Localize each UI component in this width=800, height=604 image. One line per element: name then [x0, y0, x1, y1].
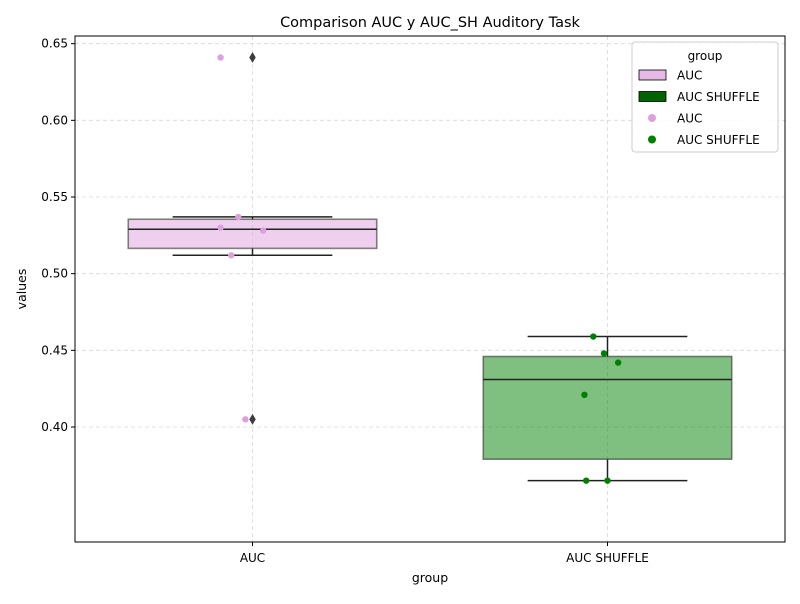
legend-title: group	[688, 49, 723, 63]
x-tick-label: AUC SHUFFLE	[566, 551, 649, 565]
y-tick-label: 0.55	[41, 190, 68, 204]
y-tick-label: 0.45	[41, 343, 68, 357]
legend-label: AUC	[677, 69, 702, 83]
legend-marker	[648, 135, 656, 144]
data-point	[228, 252, 235, 259]
x-axis: AUC AUC SHUFFLE	[240, 542, 649, 565]
data-point	[259, 227, 267, 234]
legend-swatch	[638, 69, 667, 81]
data-point	[235, 213, 242, 221]
legend-entry: AUC	[648, 112, 702, 126]
data-point	[614, 359, 622, 366]
outlier-marker	[249, 413, 256, 425]
legend-label: AUC SHUFFLE	[677, 90, 760, 104]
legend-swatch	[638, 91, 667, 102]
strip-points	[217, 54, 622, 484]
data-point	[600, 350, 608, 357]
chart-title: Comparison AUC y AUC_SH Auditory Task	[280, 15, 580, 31]
x-axis-label: group	[412, 570, 448, 585]
data-point	[581, 391, 588, 398]
legend: group AUC AUC SHUFFLE AUC AUC SHUFFLE	[631, 41, 779, 153]
y-axis: 0.40 0.45 0.50 0.55 0.60 0.65	[41, 37, 75, 434]
legend-entry: AUC SHUFFLE	[648, 133, 760, 147]
outlier-marker	[249, 51, 256, 63]
legend-marker	[648, 114, 656, 122]
legend-label: AUC SHUFFLE	[677, 133, 760, 147]
data-point	[590, 333, 597, 340]
y-tick-label: 0.65	[41, 37, 68, 51]
legend-entry: AUC SHUFFLE	[638, 90, 760, 104]
legend-label: AUC	[677, 112, 702, 126]
data-point	[217, 54, 224, 61]
box-auc-shuffle	[482, 335, 733, 482]
y-axis-label: values	[14, 269, 29, 310]
y-tick-label: 0.60	[41, 113, 68, 127]
data-point	[604, 477, 611, 484]
boxes	[127, 51, 733, 482]
plot-frame	[74, 35, 786, 543]
box-auc	[127, 51, 378, 425]
data-point	[242, 416, 249, 423]
x-tick-label: AUC	[240, 551, 265, 565]
box-iqr	[127, 218, 378, 250]
legend-box	[631, 41, 779, 153]
y-tick-label: 0.50	[41, 267, 68, 281]
y-tick-label: 0.40	[41, 420, 68, 434]
data-point	[583, 477, 590, 484]
legend-entry: AUC	[638, 69, 702, 83]
box-iqr	[482, 355, 733, 461]
data-point	[217, 224, 224, 231]
